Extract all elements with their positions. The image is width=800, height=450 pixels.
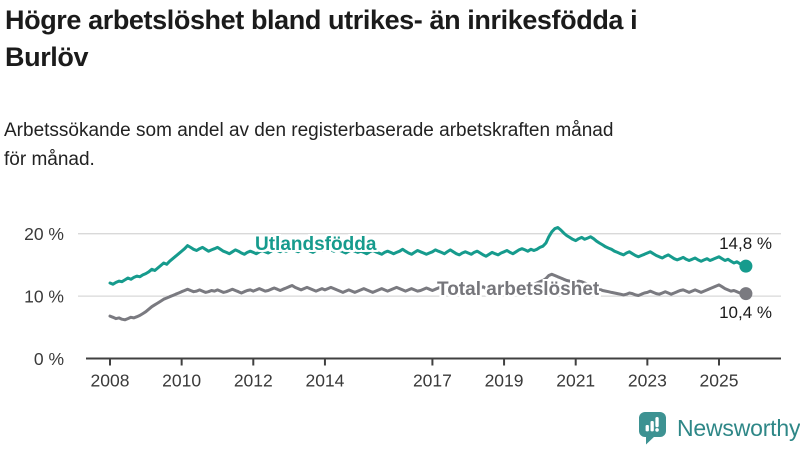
newsworthy-brand-text: Newsworthy — [677, 415, 800, 441]
x-tick-label: 2021 — [556, 371, 595, 391]
end-value-utlandsfodda: 14,8 % — [719, 234, 772, 253]
x-tick-label: 2017 — [413, 371, 452, 391]
x-tick-label: 2010 — [162, 371, 201, 391]
newsworthy-brand: Newsworthy — [638, 411, 800, 446]
series-label-total-arbetsloshet: Total arbetslöshet — [437, 279, 600, 300]
end-value-total: 10,4 % — [719, 303, 772, 322]
newsworthy-logo-icon — [638, 411, 668, 446]
x-tick-label: 2012 — [234, 371, 273, 391]
x-tick-label: 2025 — [700, 371, 739, 391]
x-tick-label: 2019 — [485, 371, 524, 391]
page-subtitle: Arbetssökande som andel av den registerb… — [4, 120, 614, 170]
x-tick-label: 2014 — [305, 371, 344, 391]
x-tick-label: 2023 — [628, 371, 667, 391]
x-tick-label: 2008 — [91, 371, 130, 391]
page-title: Högre arbetslöshet bland utrikes- än inr… — [5, 5, 638, 72]
y-tick-label: 10 % — [24, 287, 64, 307]
series-label-utlandsfodda: Utlandsfödda — [255, 234, 377, 255]
series-line — [108, 226, 748, 286]
y-tick-label: 0 % — [34, 349, 64, 369]
series-line — [108, 272, 748, 322]
unemployment-line-chart: 0 % 10 % 20 % 2008 2010 2012 2014 2017 2019 2021 2… — [24, 224, 781, 391]
y-tick-label: 20 % — [24, 224, 64, 244]
series-end-dot — [739, 287, 753, 301]
series-end-dot — [739, 259, 753, 273]
